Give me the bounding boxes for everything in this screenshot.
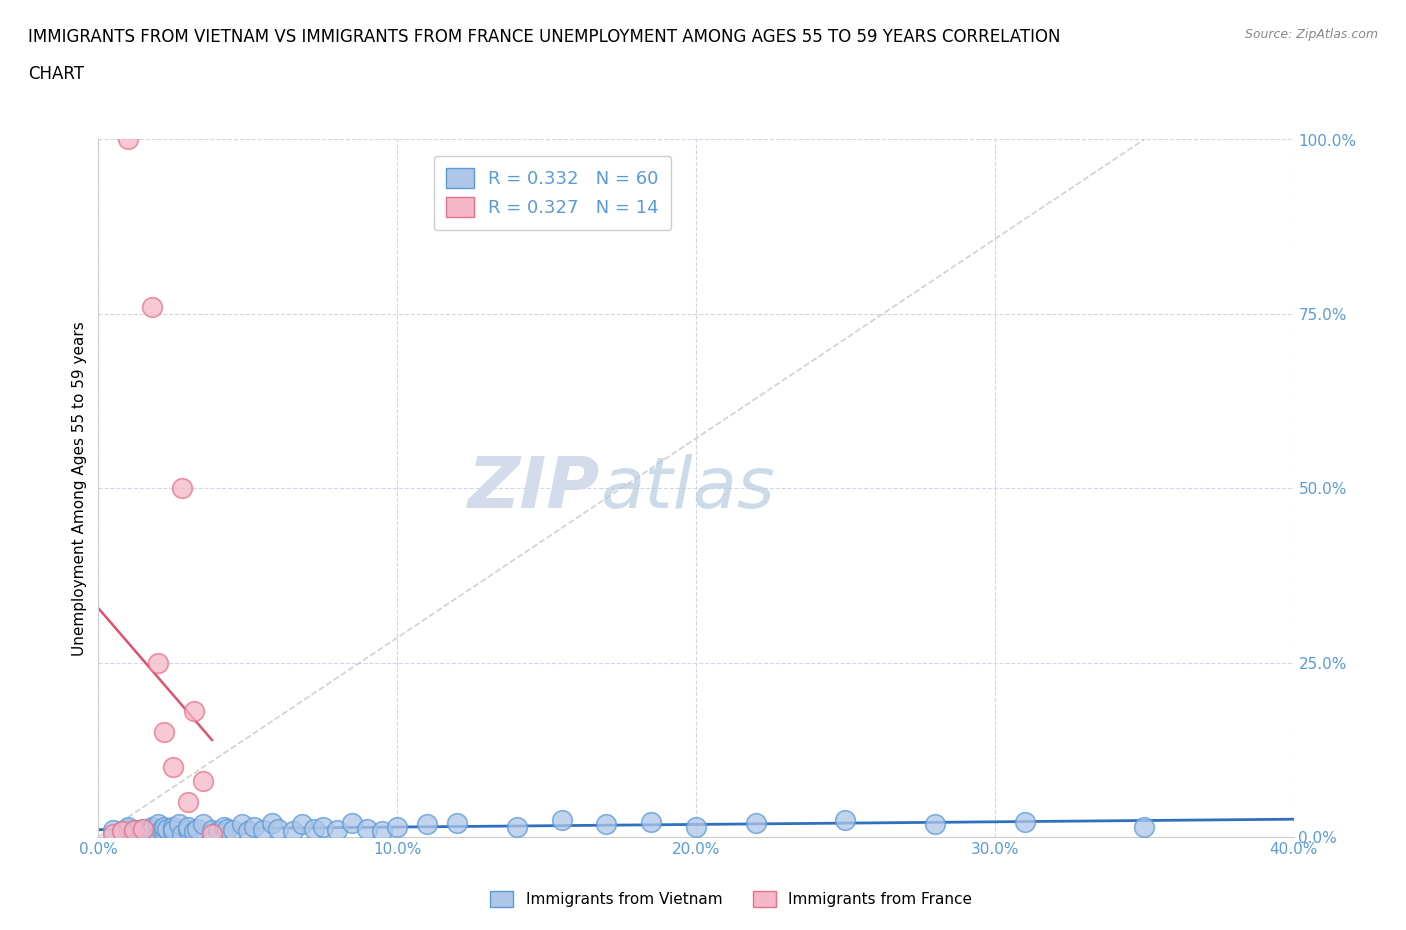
Point bbox=[685, 819, 707, 834]
Point bbox=[148, 826, 170, 841]
Point bbox=[326, 823, 349, 837]
Point bbox=[385, 819, 409, 834]
Point bbox=[117, 819, 139, 834]
Point bbox=[127, 823, 149, 837]
Point bbox=[260, 816, 283, 830]
Point bbox=[201, 823, 224, 837]
Point bbox=[834, 812, 856, 827]
Point bbox=[550, 812, 572, 827]
Point bbox=[132, 826, 155, 841]
Point bbox=[191, 774, 214, 789]
Point bbox=[290, 817, 312, 831]
Point bbox=[177, 823, 200, 837]
Point bbox=[153, 725, 176, 740]
Point bbox=[212, 819, 235, 834]
Point bbox=[162, 824, 184, 839]
Point bbox=[267, 821, 290, 836]
Point bbox=[281, 824, 304, 839]
Text: Source: ZipAtlas.com: Source: ZipAtlas.com bbox=[1244, 28, 1378, 41]
Point bbox=[156, 821, 179, 836]
Point bbox=[177, 819, 200, 834]
Point bbox=[117, 821, 139, 836]
Point bbox=[231, 817, 253, 831]
Point bbox=[132, 821, 155, 836]
Point bbox=[595, 817, 617, 831]
Point bbox=[148, 655, 170, 670]
Point bbox=[111, 824, 134, 839]
Point bbox=[302, 821, 325, 836]
Text: atlas: atlas bbox=[600, 454, 775, 523]
Legend: R = 0.332   N = 60, R = 0.327   N = 14: R = 0.332 N = 60, R = 0.327 N = 14 bbox=[434, 155, 671, 230]
Point bbox=[124, 824, 146, 839]
Point bbox=[148, 817, 170, 831]
Text: ZIP: ZIP bbox=[468, 454, 600, 523]
Point bbox=[640, 815, 662, 830]
Point bbox=[342, 816, 364, 830]
Point bbox=[153, 819, 176, 834]
Point bbox=[162, 823, 184, 837]
Point bbox=[141, 819, 163, 834]
Legend: Immigrants from Vietnam, Immigrants from France: Immigrants from Vietnam, Immigrants from… bbox=[484, 884, 979, 913]
Point bbox=[191, 817, 214, 831]
Point bbox=[117, 826, 139, 841]
Point bbox=[124, 823, 146, 837]
Point bbox=[141, 823, 163, 837]
Point bbox=[416, 817, 439, 831]
Y-axis label: Unemployment Among Ages 55 to 59 years: Unemployment Among Ages 55 to 59 years bbox=[72, 321, 87, 656]
Point bbox=[215, 821, 238, 836]
Point bbox=[153, 824, 176, 839]
Point bbox=[162, 760, 184, 775]
Point bbox=[172, 481, 194, 496]
Text: CHART: CHART bbox=[28, 65, 84, 83]
Point bbox=[371, 824, 394, 839]
Point bbox=[103, 823, 125, 837]
Point bbox=[201, 826, 224, 841]
Point bbox=[162, 819, 184, 834]
Point bbox=[222, 823, 245, 837]
Point bbox=[111, 824, 134, 839]
Point bbox=[356, 821, 378, 836]
Point bbox=[103, 826, 125, 841]
Point bbox=[207, 824, 229, 839]
Point bbox=[172, 826, 194, 841]
Point bbox=[745, 816, 768, 830]
Point bbox=[252, 823, 274, 837]
Point bbox=[186, 821, 208, 836]
Point bbox=[183, 704, 205, 719]
Point bbox=[243, 819, 266, 834]
Point bbox=[506, 819, 529, 834]
Point bbox=[150, 823, 173, 837]
Point bbox=[167, 817, 190, 831]
Point bbox=[311, 819, 333, 834]
Point bbox=[177, 794, 200, 809]
Text: IMMIGRANTS FROM VIETNAM VS IMMIGRANTS FROM FRANCE UNEMPLOYMENT AMONG AGES 55 TO : IMMIGRANTS FROM VIETNAM VS IMMIGRANTS FR… bbox=[28, 28, 1060, 46]
Point bbox=[183, 824, 205, 839]
Point bbox=[132, 821, 155, 836]
Point bbox=[236, 824, 259, 839]
Point bbox=[141, 299, 163, 314]
Point bbox=[1133, 819, 1156, 834]
Point bbox=[138, 824, 160, 839]
Point bbox=[1014, 815, 1036, 830]
Point bbox=[924, 817, 946, 831]
Point bbox=[446, 816, 468, 830]
Point bbox=[117, 132, 139, 147]
